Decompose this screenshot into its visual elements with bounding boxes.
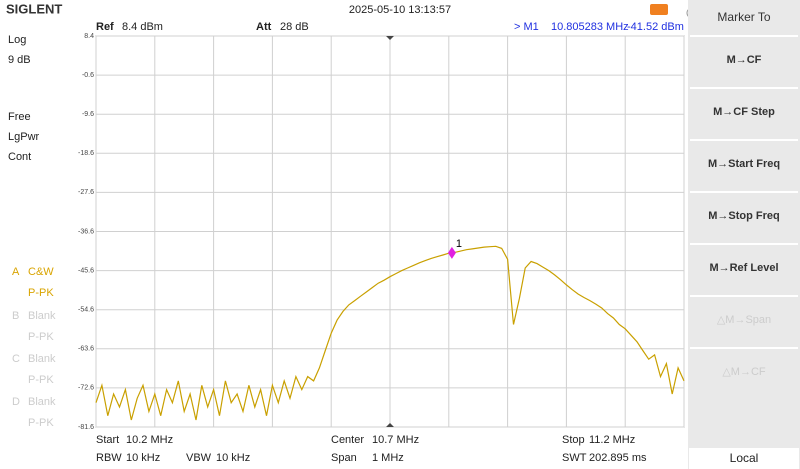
ref-value: 8.4 dBm [122, 21, 163, 33]
scale-div: 9 dB [8, 54, 31, 66]
center-indicator [386, 423, 394, 427]
y-tick-label: -54.6 [78, 307, 94, 314]
y-tick-label: -9.6 [82, 111, 94, 118]
trace-mode: Blank [28, 310, 56, 322]
stop-value: 11.2 MHz [589, 434, 635, 446]
y-tick-label: -0.6 [82, 72, 94, 79]
marker-level: -41.52 dBm [627, 21, 684, 33]
marker-name: > M1 [514, 21, 539, 33]
y-tick-label: -45.6 [78, 267, 94, 274]
start-value: 10.2 MHz [126, 434, 173, 446]
span-label: Span [331, 452, 357, 464]
ref-label: Ref [96, 21, 114, 33]
trace-detect: P-PK [28, 417, 54, 429]
datetime: 2025-05-10 13:13:57 [349, 4, 451, 16]
local-tab-label[interactable]: Local [730, 451, 759, 465]
center-label: Center [331, 434, 364, 446]
menu-items: M→CF M→CF Step M→Start Freq M→Stop Freq M→Re… [690, 35, 798, 378]
trace-mode: Blank [28, 353, 56, 365]
trace-id: D [12, 396, 20, 408]
y-tick-label: 8.4 [84, 33, 94, 40]
sweep: Cont [8, 151, 31, 163]
start-label: Start [96, 434, 119, 446]
brand: SIGLENT [6, 1, 62, 16]
y-tick-label: -63.6 [78, 346, 94, 353]
att-label: Att [256, 21, 272, 33]
marker-freq: 10.805283 MHz [551, 21, 629, 33]
trace-id: B [12, 310, 19, 322]
trace [95, 245, 685, 421]
span-value: 1 MHz [372, 452, 404, 464]
menu-item[interactable]: M→Start Freq [708, 158, 780, 170]
y-tick-label: -27.6 [78, 189, 94, 196]
trace-mode: C&W [28, 266, 54, 278]
y-tick-label: -18.6 [78, 150, 94, 157]
center-value: 10.7 MHz [372, 434, 419, 446]
trace-detect: P-PK [28, 287, 54, 299]
menu-item[interactable]: △M→CF [722, 366, 766, 378]
menu-item[interactable]: M→CF [727, 54, 762, 66]
swt-label: SWT [562, 452, 587, 464]
menu-item[interactable]: M→Stop Freq [708, 210, 780, 222]
swt-value: 202.895 ms [589, 452, 647, 464]
scale-type: Log [8, 34, 26, 46]
stop-label: Stop [562, 434, 585, 446]
trace-detect: P-PK [28, 331, 54, 343]
y-tick-label: -72.6 [78, 385, 94, 392]
center-indicator [386, 36, 394, 40]
marker [447, 246, 456, 259]
y-tick-label: -81.6 [78, 424, 94, 431]
menu-item[interactable]: M→CF Step [713, 106, 775, 118]
trace-id: C [12, 353, 20, 365]
marker-label: 1 [456, 238, 462, 250]
detector: LgPwr [8, 131, 40, 143]
vbw-value: 10 kHz [216, 452, 250, 464]
trigger: Free [8, 111, 31, 123]
plot: 8.4 -0.6 -9.6 -18.6 -27.6 -36.6 -45.6 -54.6 -63.… [78, 33, 685, 431]
rbw-value: 10 kHz [126, 452, 160, 464]
menu-item[interactable]: M→Ref Level [709, 262, 778, 274]
att-value: 28 dB [280, 21, 309, 33]
trace-detect: P-PK [28, 374, 54, 386]
menu-title: Marker To [717, 10, 770, 24]
trace-mode: Blank [28, 396, 56, 408]
menu-item[interactable]: △M→Span [717, 314, 771, 326]
local-tab[interactable] [689, 448, 799, 469]
usb-icon [650, 4, 668, 15]
rbw-label: RBW [96, 452, 122, 464]
vbw-label: VBW [186, 452, 212, 464]
trace-id: A [12, 266, 20, 278]
y-tick-label: -36.6 [78, 228, 94, 235]
menu-panel [688, 0, 800, 469]
